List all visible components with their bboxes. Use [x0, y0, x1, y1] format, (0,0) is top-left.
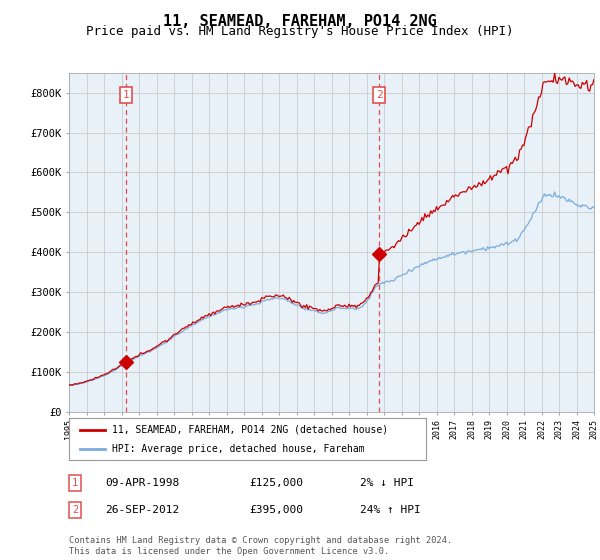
Text: 11, SEAMEAD, FAREHAM, PO14 2NG: 11, SEAMEAD, FAREHAM, PO14 2NG — [163, 14, 437, 29]
Text: 11, SEAMEAD, FAREHAM, PO14 2NG (detached house): 11, SEAMEAD, FAREHAM, PO14 2NG (detached… — [112, 424, 388, 435]
Point — [121, 357, 131, 366]
Text: 26-SEP-2012: 26-SEP-2012 — [105, 505, 179, 515]
Text: 1: 1 — [123, 90, 130, 100]
Text: £125,000: £125,000 — [249, 478, 303, 488]
Text: £395,000: £395,000 — [249, 505, 303, 515]
Point — [374, 250, 384, 259]
Text: Price paid vs. HM Land Registry's House Price Index (HPI): Price paid vs. HM Land Registry's House … — [86, 25, 514, 38]
Text: 2: 2 — [376, 90, 383, 100]
Text: Contains HM Land Registry data © Crown copyright and database right 2024.
This d: Contains HM Land Registry data © Crown c… — [69, 536, 452, 556]
Text: 24% ↑ HPI: 24% ↑ HPI — [360, 505, 421, 515]
Text: 09-APR-1998: 09-APR-1998 — [105, 478, 179, 488]
Text: 2% ↓ HPI: 2% ↓ HPI — [360, 478, 414, 488]
Text: HPI: Average price, detached house, Fareham: HPI: Average price, detached house, Fare… — [112, 444, 364, 454]
Text: 1: 1 — [72, 478, 78, 488]
Text: 2: 2 — [72, 505, 78, 515]
